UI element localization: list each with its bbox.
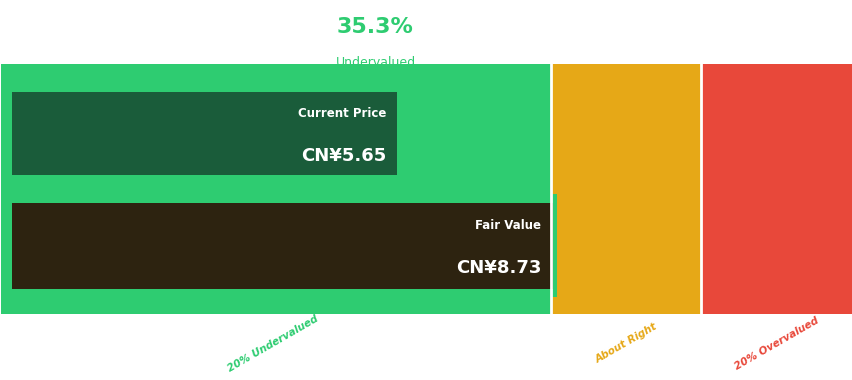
- FancyBboxPatch shape: [551, 64, 700, 314]
- Text: 20% Undervalued: 20% Undervalued: [226, 314, 320, 374]
- Text: Undervalued: Undervalued: [335, 55, 415, 68]
- Text: Fair Value: Fair Value: [475, 219, 541, 232]
- FancyBboxPatch shape: [12, 203, 553, 289]
- Text: About Right: About Right: [593, 321, 659, 365]
- FancyBboxPatch shape: [2, 84, 406, 184]
- Text: 35.3%: 35.3%: [337, 17, 413, 37]
- FancyBboxPatch shape: [2, 195, 556, 298]
- Text: 20% Overvalued: 20% Overvalued: [732, 315, 820, 372]
- FancyBboxPatch shape: [12, 92, 396, 175]
- Text: CN¥8.73: CN¥8.73: [455, 259, 541, 277]
- FancyBboxPatch shape: [700, 64, 850, 314]
- Text: Current Price: Current Price: [298, 107, 386, 120]
- Text: CN¥5.65: CN¥5.65: [301, 147, 386, 165]
- FancyBboxPatch shape: [2, 64, 551, 314]
